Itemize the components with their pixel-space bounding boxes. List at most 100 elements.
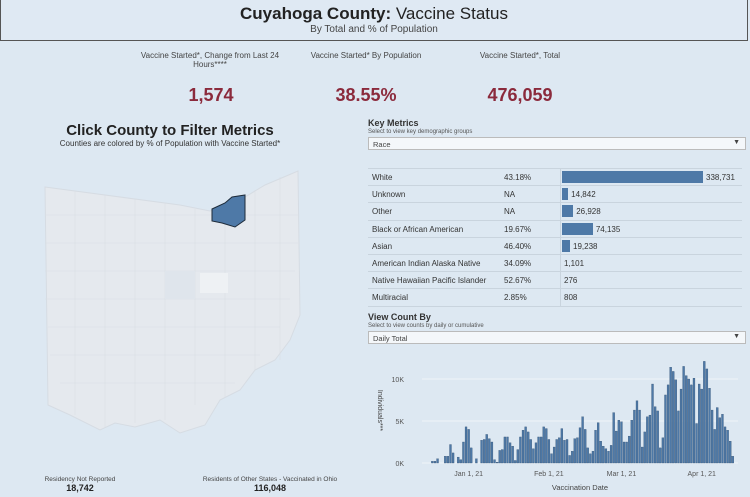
daily-bar[interactable] [625, 441, 628, 464]
daily-bar[interactable] [729, 441, 732, 464]
daily-bar[interactable] [527, 431, 530, 464]
daily-bar[interactable] [615, 430, 618, 464]
daily-bar[interactable] [431, 461, 434, 464]
daily-bar[interactable] [589, 453, 592, 464]
daily-bar[interactable] [599, 441, 602, 464]
daily-bar[interactable] [534, 442, 538, 464]
count-bar[interactable] [562, 222, 593, 235]
daily-bar[interactable] [436, 458, 439, 464]
daily-bar[interactable] [495, 462, 499, 464]
daily-bar[interactable] [464, 426, 468, 464]
daily-bar[interactable] [571, 451, 574, 464]
daily-bar[interactable] [560, 428, 563, 464]
daily-bar[interactable] [638, 409, 641, 464]
daily-bar[interactable] [508, 442, 512, 464]
table-row[interactable]: Multiracial 2.85% 808 [368, 289, 742, 307]
table-row[interactable]: Asian 46.40% 19,238 [368, 237, 742, 255]
daily-bar[interactable] [661, 437, 665, 464]
daily-bar[interactable] [659, 447, 662, 464]
daily-bar[interactable] [493, 459, 496, 464]
county-shape[interactable] [200, 273, 228, 293]
daily-bar[interactable] [545, 428, 548, 464]
daily-bar[interactable] [501, 449, 504, 464]
daily-bar[interactable] [723, 426, 727, 464]
daily-bar[interactable] [524, 426, 527, 464]
daily-bar[interactable] [521, 430, 525, 464]
table-row[interactable]: Other NA 26,928 [368, 203, 742, 221]
daily-bar[interactable] [597, 422, 600, 464]
daily-bar[interactable] [578, 427, 582, 464]
daily-bar[interactable] [682, 366, 685, 464]
daily-bar[interactable] [674, 379, 677, 464]
demographic-group-dropdown[interactable]: Race ▼ [368, 137, 746, 150]
daily-bar[interactable] [602, 446, 605, 464]
daily-bar[interactable] [648, 414, 652, 464]
daily-bar[interactable] [692, 378, 696, 464]
daily-bar[interactable] [698, 383, 701, 464]
daily-bar[interactable] [586, 447, 589, 464]
daily-bar[interactable] [609, 445, 613, 464]
daily-bar[interactable] [462, 441, 465, 464]
daily-bar[interactable] [641, 446, 644, 464]
daily-bar[interactable] [716, 407, 719, 464]
daily-bar[interactable] [532, 448, 535, 464]
daily-bar[interactable] [685, 375, 688, 464]
daily-bar[interactable] [666, 384, 670, 464]
cuyahoga-county-selected[interactable] [211, 194, 246, 228]
daily-bar[interactable] [516, 449, 519, 464]
daily-bar[interactable] [703, 361, 706, 464]
ohio-county-map[interactable] [40, 165, 305, 450]
daily-bar[interactable] [488, 438, 491, 464]
table-row[interactable]: Black or African American 19.67% 74,135 [368, 220, 742, 238]
ohio-state-shape[interactable] [44, 170, 301, 434]
daily-bar[interactable] [695, 423, 698, 464]
daily-bar[interactable] [617, 420, 620, 464]
daily-bar[interactable] [563, 440, 566, 464]
daily-bar[interactable] [576, 437, 579, 464]
daily-bar[interactable] [620, 421, 623, 464]
daily-bar[interactable] [555, 439, 558, 464]
daily-bar[interactable] [444, 456, 447, 464]
daily-bar[interactable] [475, 458, 478, 464]
daily-bar[interactable] [656, 410, 659, 464]
daily-bar[interactable] [628, 435, 631, 464]
daily-bar[interactable] [591, 451, 595, 464]
daily-bar[interactable] [550, 453, 553, 464]
daily-bar[interactable] [679, 388, 683, 464]
daily-bar[interactable] [433, 461, 437, 464]
daily-bar[interactable] [480, 440, 483, 464]
daily-bar[interactable] [731, 456, 734, 464]
daily-bar[interactable] [726, 430, 729, 464]
daily-bar[interactable] [542, 426, 545, 464]
daily-bar[interactable] [449, 444, 452, 464]
daily-bar[interactable] [633, 409, 636, 464]
daily-bar[interactable] [470, 447, 473, 464]
daily-bar[interactable] [552, 446, 556, 464]
daily-bar[interactable] [646, 416, 649, 464]
daily-bar[interactable] [547, 439, 551, 464]
daily-bar[interactable] [459, 459, 462, 464]
daily-bar[interactable] [467, 429, 470, 464]
daily-bar[interactable] [446, 456, 450, 464]
daily-bar[interactable] [451, 452, 455, 464]
table-row[interactable]: American Indian Alaska Native 34.09% 1,101 [368, 254, 742, 273]
daily-bar[interactable] [635, 400, 639, 464]
daily-bar[interactable] [713, 429, 716, 464]
daily-bar[interactable] [643, 431, 646, 464]
count-bar[interactable] [562, 239, 570, 252]
daily-bar[interactable] [630, 420, 633, 464]
daily-bar[interactable] [664, 394, 667, 464]
daily-bar[interactable] [485, 434, 488, 464]
daily-bar[interactable] [537, 436, 540, 464]
daily-bar[interactable] [581, 416, 584, 464]
daily-bar[interactable] [710, 409, 714, 464]
daily-bar[interactable] [604, 448, 608, 464]
daily-bar[interactable] [651, 383, 654, 464]
daily-bar[interactable] [565, 439, 569, 464]
daily-bar[interactable] [653, 406, 657, 464]
daily-bar[interactable] [687, 378, 690, 464]
daily-bar[interactable] [700, 388, 703, 464]
table-row[interactable]: Native Hawaiian Pacific Islander 52.67% 27… [368, 272, 742, 290]
table-row[interactable]: Unknown NA 14,842 [368, 186, 742, 204]
count-bar[interactable] [562, 171, 703, 183]
